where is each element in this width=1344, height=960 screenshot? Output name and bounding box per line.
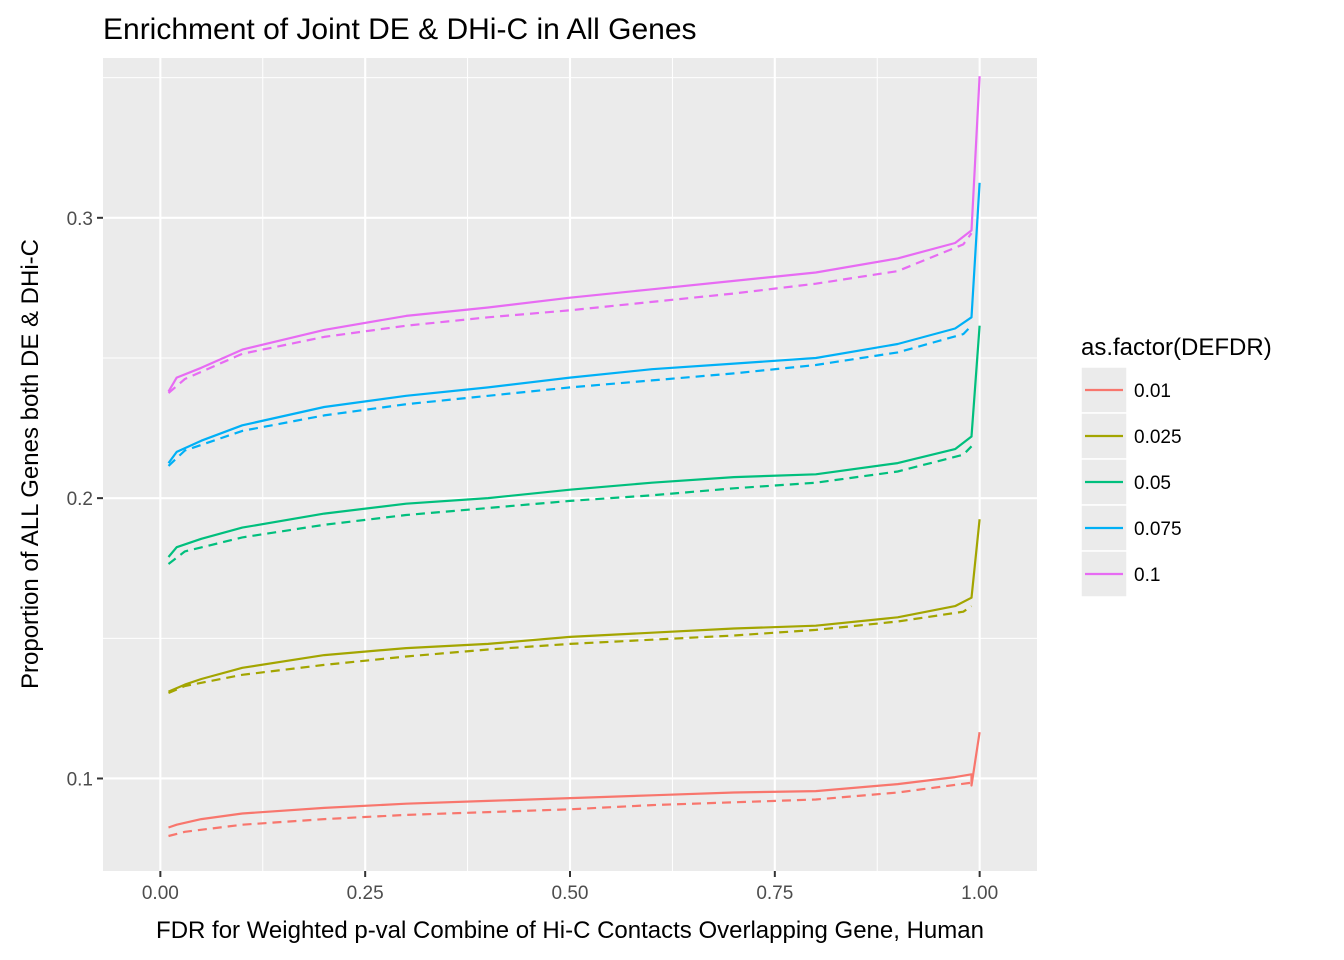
- x-tick-label: 0.25: [347, 883, 384, 904]
- series-line-0-075-solid: [167, 182, 981, 464]
- x-axis: 0.00 0.25 0.50 0.75 1.00: [142, 871, 998, 904]
- x-axis-title: FDR for Weighted p-val Combine of Hi-C C…: [156, 917, 984, 944]
- series-line-0-025-solid: [168, 519, 981, 693]
- y-axis-title: Proportion of ALL Genes both DE & DHi-C: [17, 239, 44, 689]
- legend-items: 0.01 0.025 0.05 0.075 0.1: [1080, 366, 1182, 598]
- series-line-0-01-dashed: [168, 781, 972, 838]
- series-line-0-05-solid: [167, 325, 981, 558]
- legend-label: 0.01: [1134, 381, 1171, 402]
- series-line-0-075-dashed: [167, 324, 973, 467]
- legend-label: 0.05: [1134, 473, 1171, 494]
- x-tick-label: 0.75: [756, 883, 793, 904]
- series-lines: [167, 76, 981, 838]
- legend-label: 0.075: [1134, 519, 1182, 540]
- x-tick-label: 0.50: [552, 883, 589, 904]
- series-line-0-025-dashed: [168, 605, 973, 695]
- y-tick-label: 0.3: [67, 209, 93, 230]
- series-line-0-05-dashed: [167, 445, 973, 565]
- series-line-0-01-solid: [168, 732, 981, 829]
- legend-title: as.factor(DEFDR): [1081, 334, 1272, 361]
- chart-title: Enrichment of Joint DE & DHi-C in All Ge…: [103, 13, 697, 46]
- y-tick-label: 0.1: [67, 769, 93, 790]
- series-line-0-1-solid: [167, 76, 981, 393]
- y-axis: 0.1 0.2 0.3: [67, 209, 103, 790]
- x-tick-label: 0.00: [142, 883, 179, 904]
- legend: as.factor(DEFDR) 0.01 0.025 0.05 0.075 0.1: [1080, 334, 1272, 598]
- grid-major: [103, 58, 1037, 871]
- legend-label: 0.025: [1134, 427, 1182, 448]
- legend-label: 0.1: [1134, 565, 1160, 586]
- x-tick-label: 1.00: [961, 883, 998, 904]
- y-tick-label: 0.2: [67, 489, 93, 510]
